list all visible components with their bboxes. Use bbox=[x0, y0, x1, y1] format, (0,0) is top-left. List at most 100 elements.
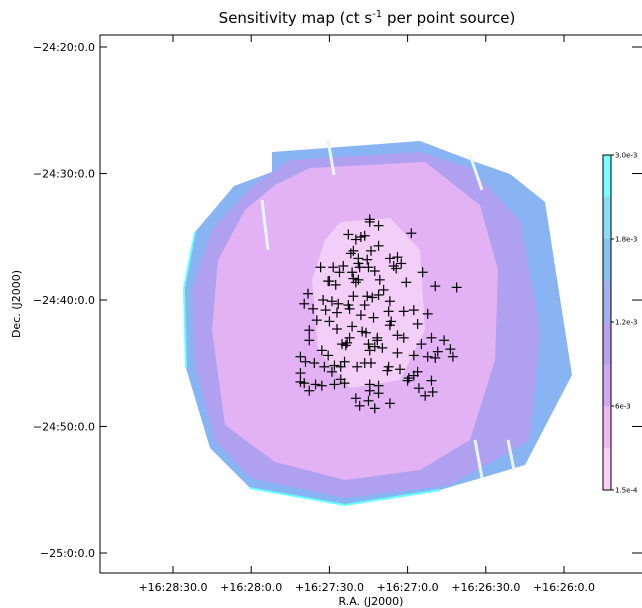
point-source-marker bbox=[422, 351, 433, 362]
point-source-marker bbox=[451, 282, 462, 293]
point-source-marker bbox=[422, 308, 433, 319]
point-source-marker bbox=[426, 375, 437, 386]
map-gaps bbox=[260, 139, 516, 479]
y-tick-label: −24:30:0.0 bbox=[33, 168, 95, 181]
point-source-marker bbox=[304, 385, 315, 396]
point-source-marker bbox=[331, 323, 342, 334]
point-source-marker bbox=[392, 330, 403, 341]
point-source-marker bbox=[413, 383, 424, 394]
y-tick-label: −25:0:0.0 bbox=[40, 547, 95, 560]
point-source-marker bbox=[402, 375, 413, 386]
point-source-marker bbox=[308, 303, 319, 314]
colorbar: 3.0e-3 1.8e-3 1.2e-3 6e-3 1.5e-4 bbox=[602, 152, 638, 495]
point-source-marker bbox=[300, 356, 311, 367]
point-source-marker bbox=[324, 316, 335, 327]
point-source-marker bbox=[331, 307, 342, 318]
point-source-marker bbox=[324, 276, 335, 287]
point-source-marker bbox=[391, 263, 402, 274]
map-coverage-edge bbox=[182, 231, 441, 507]
point-source-marker bbox=[403, 373, 414, 384]
point-source-marker bbox=[310, 379, 321, 390]
point-source-marker bbox=[335, 361, 346, 372]
point-source-marker bbox=[368, 312, 379, 323]
point-source-marker bbox=[373, 240, 384, 251]
point-source-marker bbox=[373, 388, 384, 399]
y-tick-label: −24:20:0.0 bbox=[33, 41, 95, 54]
point-source-marker bbox=[339, 356, 350, 367]
point-source-marker bbox=[343, 229, 354, 240]
point-source-marker bbox=[338, 260, 349, 271]
point-source-marker bbox=[316, 380, 327, 391]
point-source-marker bbox=[408, 305, 419, 316]
point-source-marker bbox=[384, 320, 395, 331]
point-source-marker bbox=[372, 335, 383, 346]
point-source-marker bbox=[401, 277, 412, 288]
point-source-marker bbox=[363, 395, 374, 406]
colorbar-band bbox=[603, 238, 611, 282]
point-source-marker bbox=[347, 267, 358, 278]
point-source-marker bbox=[343, 300, 354, 311]
point-source-marker bbox=[326, 296, 337, 307]
point-source-marker bbox=[369, 341, 380, 352]
point-source-marker bbox=[344, 332, 355, 343]
point-source-marker bbox=[427, 386, 438, 397]
colorbar-band bbox=[603, 364, 611, 407]
point-source-marker bbox=[430, 352, 441, 363]
point-source-marker bbox=[299, 298, 310, 309]
point-source-marker bbox=[447, 351, 458, 362]
colorbar-band bbox=[603, 322, 611, 365]
point-source-marker bbox=[367, 292, 378, 303]
point-source-marker bbox=[303, 288, 313, 299]
colorbar-label: 1.8e-3 bbox=[615, 236, 637, 244]
colorbar-band bbox=[603, 155, 611, 198]
point-source-marker bbox=[408, 350, 419, 361]
colorbar-band bbox=[603, 280, 611, 323]
point-source-marker bbox=[347, 321, 358, 332]
x-tick-label: +16:27:30.0 bbox=[295, 581, 364, 594]
point-source-marker bbox=[426, 332, 437, 343]
sensitivity-map bbox=[182, 139, 572, 507]
point-source-marker bbox=[350, 234, 361, 245]
point-source-marker bbox=[348, 291, 359, 302]
point-source-marker bbox=[417, 267, 428, 278]
point-source-marker bbox=[309, 358, 320, 368]
point-sources bbox=[295, 214, 462, 414]
point-source-marker bbox=[432, 346, 443, 357]
map-gap bbox=[506, 439, 516, 471]
point-source-marker bbox=[362, 254, 373, 265]
colorbar-band bbox=[603, 406, 611, 449]
y-axis-ticks: −24:20:0.0 −24:30:0.0 −24:40:0.0 −24:50:0.0… bbox=[33, 41, 642, 560]
x-axis-ticks: +16:28:30.0 +16:28:0.0 +16:27:30.0 +16:27:0… bbox=[138, 35, 595, 594]
point-source-marker bbox=[373, 289, 384, 300]
point-source-marker bbox=[352, 361, 363, 372]
point-source-marker bbox=[345, 248, 356, 259]
point-source-marker bbox=[333, 298, 344, 309]
point-source-marker bbox=[369, 266, 380, 277]
point-source-marker bbox=[430, 281, 441, 292]
map-gap bbox=[326, 139, 336, 176]
point-source-marker bbox=[416, 339, 427, 350]
point-source-marker bbox=[355, 232, 366, 242]
point-source-marker bbox=[369, 403, 380, 414]
chart-title: Sensitivity map (ct s-1 per point source… bbox=[219, 9, 516, 27]
point-source-marker bbox=[366, 245, 376, 256]
point-source-marker bbox=[353, 274, 364, 285]
point-source-marker bbox=[384, 398, 395, 409]
x-tick-label: +16:28:0.0 bbox=[220, 581, 282, 594]
point-source-marker bbox=[398, 306, 409, 317]
point-source-marker bbox=[383, 306, 394, 317]
point-source-marker bbox=[339, 378, 350, 389]
y-axis-label: Dec. (J2000) bbox=[10, 270, 23, 338]
point-source-marker bbox=[328, 262, 339, 273]
colorbar-band bbox=[603, 196, 611, 240]
point-source-marker bbox=[353, 258, 364, 269]
colorbar-label: 1.2e-3 bbox=[615, 319, 637, 327]
point-source-marker bbox=[445, 344, 456, 355]
point-source-marker bbox=[315, 262, 326, 273]
point-source-marker bbox=[319, 361, 330, 372]
point-source-marker bbox=[330, 279, 341, 290]
x-axis-label: R.A. (J2000) bbox=[339, 595, 404, 608]
point-source-marker bbox=[348, 273, 359, 284]
point-source-marker bbox=[398, 332, 409, 343]
